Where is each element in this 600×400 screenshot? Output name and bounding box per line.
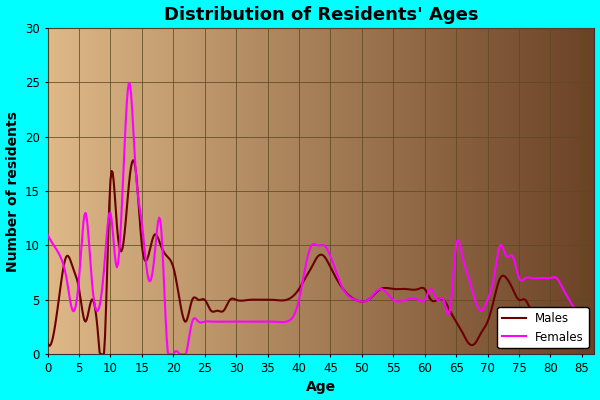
Males bbox=[338, 286, 346, 290]
Females bbox=[306, 247, 313, 252]
Title: Distribution of Residents' Ages: Distribution of Residents' Ages bbox=[164, 6, 478, 24]
Females bbox=[303, 259, 310, 264]
Females bbox=[368, 294, 375, 299]
Females bbox=[489, 281, 496, 286]
Legend: Males, Females: Males, Females bbox=[497, 307, 589, 348]
Line: Females: Females bbox=[47, 83, 588, 354]
Males bbox=[130, 158, 137, 163]
Y-axis label: Number of residents: Number of residents bbox=[5, 111, 20, 272]
Males bbox=[303, 274, 310, 278]
Females bbox=[338, 285, 346, 290]
Males bbox=[44, 341, 51, 346]
Females bbox=[166, 352, 173, 357]
Females bbox=[584, 330, 592, 335]
Males bbox=[368, 295, 375, 300]
X-axis label: Age: Age bbox=[306, 380, 336, 394]
Females bbox=[125, 80, 133, 85]
Females bbox=[574, 311, 581, 316]
Males bbox=[584, 341, 592, 346]
Males bbox=[97, 352, 104, 357]
Females bbox=[44, 232, 51, 237]
Males bbox=[306, 268, 313, 273]
Males bbox=[574, 321, 581, 326]
Males bbox=[489, 302, 496, 306]
Line: Males: Males bbox=[47, 160, 588, 354]
